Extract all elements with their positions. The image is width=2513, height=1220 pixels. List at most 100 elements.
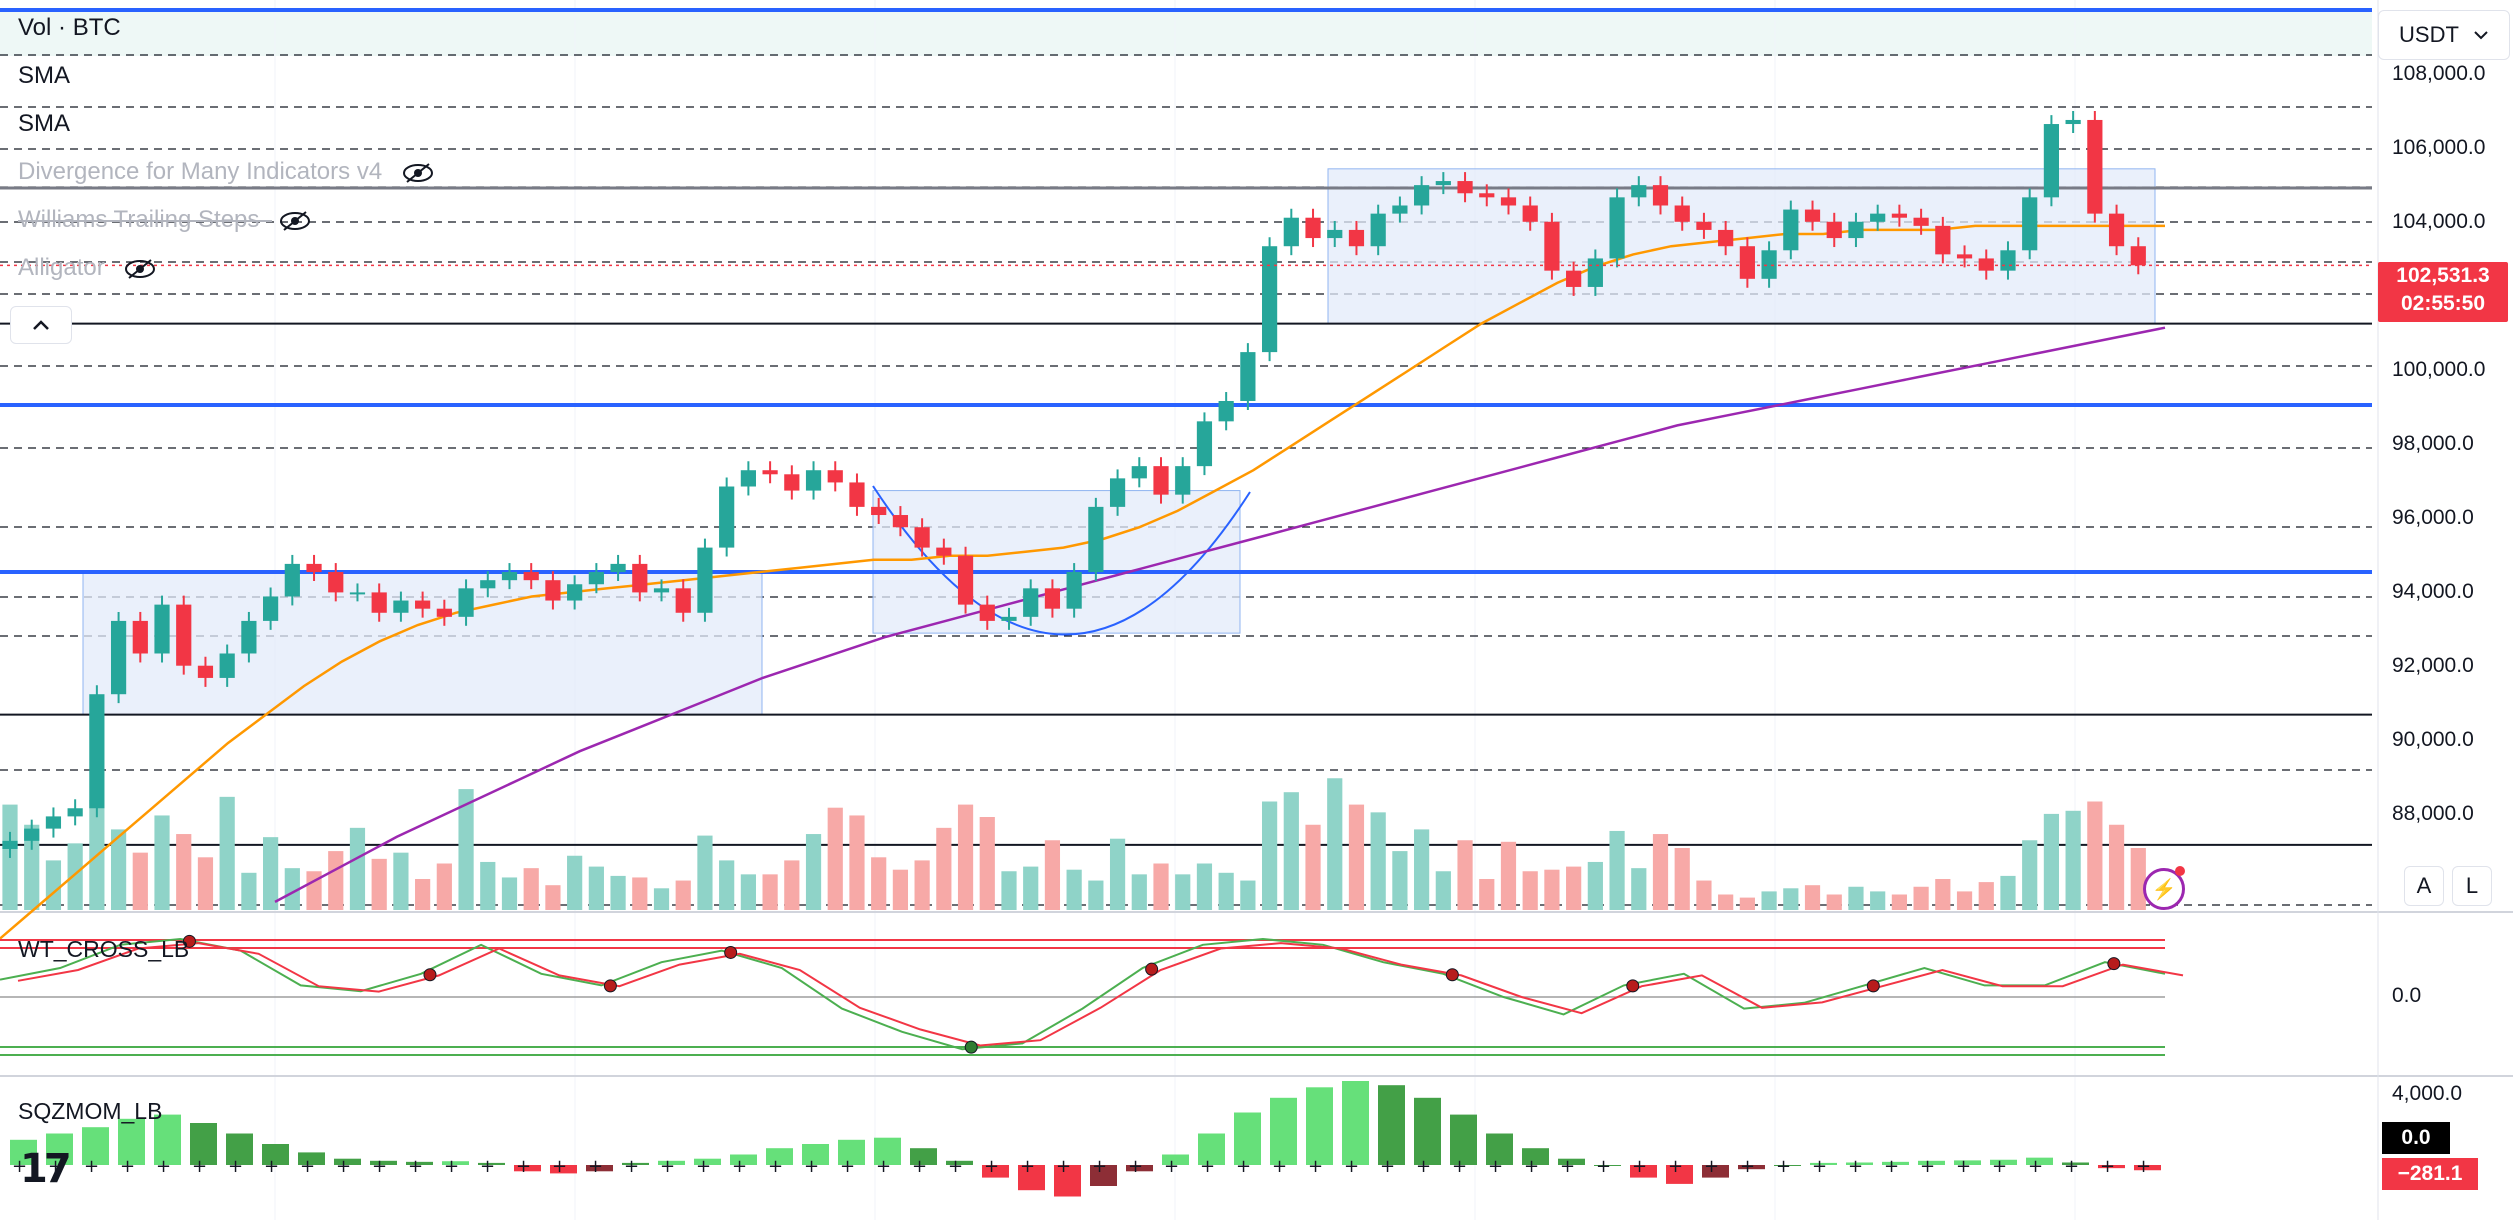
log-scale-button[interactable]: L	[2452, 866, 2492, 906]
momentum-bar	[910, 1148, 937, 1165]
volume-bar	[154, 815, 170, 910]
momentum-bar	[118, 1118, 145, 1165]
candle-body	[1739, 246, 1755, 279]
candle-body	[1956, 254, 1973, 259]
legend-alligator[interactable]: Alligator	[18, 254, 157, 282]
momentum-bar	[1810, 1162, 1837, 1165]
candle-body	[1305, 217, 1321, 239]
axis-tick: 108,000.0	[2392, 62, 2486, 85]
candle-body	[1370, 213, 1386, 247]
wt-pane-label[interactable]: WT_CROSS_LB	[18, 936, 190, 962]
candle-body	[827, 470, 843, 483]
candle-body	[523, 572, 539, 581]
momentum-bar	[1342, 1081, 1369, 1165]
candle-body	[2043, 124, 2060, 198]
axis-tick: 98,000.0	[2392, 432, 2474, 455]
squeeze-marker: +	[984, 1156, 999, 1177]
legend-divergence[interactable]: Divergence for Many Indicators v4	[18, 158, 435, 186]
volume-bar	[349, 827, 366, 910]
legend-williams[interactable]: Williams Trailing Steps	[18, 206, 312, 234]
eye-hidden-icon[interactable]	[123, 258, 157, 280]
squeeze-marker: +	[2028, 1156, 2043, 1177]
momentum-bar	[874, 1137, 901, 1165]
auto-scale-button[interactable]: A	[2404, 866, 2444, 906]
candle-body	[393, 600, 409, 613]
volume-bar	[871, 857, 887, 910]
wt-cross-dot	[1145, 962, 1159, 976]
volume-bar	[132, 852, 148, 910]
eye-hidden-icon[interactable]	[278, 210, 312, 232]
squeeze-marker: +	[2136, 1156, 2151, 1177]
squeeze-marker: +	[12, 1156, 27, 1177]
wt-cross-dot	[1445, 968, 1459, 982]
axis-tick: 96,000.0	[2392, 506, 2474, 529]
momentum-bar	[190, 1123, 217, 1165]
momentum-bar	[1414, 1097, 1441, 1165]
momentum-bar	[1630, 1165, 1657, 1178]
volume-bar	[914, 860, 930, 910]
squeeze-marker: +	[156, 1156, 171, 1177]
candle-body	[2130, 246, 2146, 266]
candle-body	[1175, 466, 1191, 495]
volume-bar	[1218, 872, 1234, 910]
squeeze-marker: +	[1272, 1156, 1287, 1177]
collapse-legend-button[interactable]	[10, 306, 72, 344]
squeeze-marker: +	[588, 1156, 603, 1177]
legend-sma-1[interactable]: SMA	[18, 62, 71, 89]
momentum-bar	[46, 1133, 73, 1165]
sma-fast-line	[0, 224, 2165, 940]
eye-hidden-icon[interactable]	[401, 162, 435, 184]
squeeze-marker: +	[1524, 1156, 1539, 1177]
squeeze-marker: +	[1848, 1156, 1863, 1177]
candle-body	[1283, 217, 1299, 247]
squeeze-marker: +	[408, 1156, 423, 1177]
momentum-bar	[1126, 1165, 1153, 1172]
tradingview-logo[interactable]: 17	[20, 1146, 72, 1192]
candle-body	[1196, 421, 1213, 467]
momentum-bar	[514, 1165, 541, 1172]
sqz-pane-label[interactable]: SQZMOM_LB	[18, 1098, 163, 1124]
candle-body	[458, 588, 474, 617]
axis-tick: 90,000.0	[2392, 728, 2474, 751]
volume-bar	[1327, 778, 1343, 910]
momentum-bar	[1234, 1112, 1261, 1165]
momentum-bar	[1306, 1087, 1333, 1165]
volume-bar	[936, 827, 952, 910]
volume-bar	[371, 858, 387, 910]
candle-body	[436, 608, 452, 617]
currency-label: USDT	[2399, 22, 2459, 47]
momentum-bar	[226, 1133, 253, 1165]
momentum-bar	[478, 1162, 505, 1165]
squeeze-marker: +	[1776, 1156, 1791, 1177]
legend-williams-label: Williams Trailing Steps	[18, 206, 260, 233]
legend-volume[interactable]: Vol · BTC	[18, 14, 121, 41]
momentum-bar	[946, 1160, 973, 1165]
candle-body	[1652, 185, 1669, 206]
volume-bar	[1891, 894, 1907, 910]
volume-bar	[2022, 840, 2038, 910]
squeeze-marker: +	[1704, 1156, 1719, 1177]
momentum-bar	[1918, 1160, 1945, 1165]
squeeze-marker: +	[1596, 1156, 1611, 1177]
squeeze-marker: +	[1488, 1156, 1503, 1177]
bar-countdown: 02:55:50	[2400, 292, 2486, 315]
squeeze-marker: +	[2100, 1156, 2115, 1177]
legend-sma-2[interactable]: SMA	[18, 110, 71, 137]
axis-tick: 104,000.0	[2392, 210, 2486, 233]
axis-tick: 88,000.0	[2392, 802, 2474, 825]
volume-bar	[1761, 891, 1777, 910]
candle-body	[1522, 205, 1538, 222]
momentum-bar	[406, 1161, 433, 1165]
candle-body	[1891, 213, 1907, 218]
candle-body	[1023, 588, 1039, 617]
momentum-bar	[1738, 1165, 1765, 1170]
squeeze-marker: +	[1452, 1156, 1467, 1177]
volume-bar	[1414, 829, 1430, 910]
momentum-bar	[1378, 1085, 1405, 1165]
candle-body	[2087, 119, 2103, 214]
volume-bar	[1783, 888, 1799, 910]
volume-bar	[2108, 824, 2125, 910]
volume-bar	[1392, 851, 1408, 910]
currency-selector[interactable]: USDT	[2378, 10, 2510, 60]
